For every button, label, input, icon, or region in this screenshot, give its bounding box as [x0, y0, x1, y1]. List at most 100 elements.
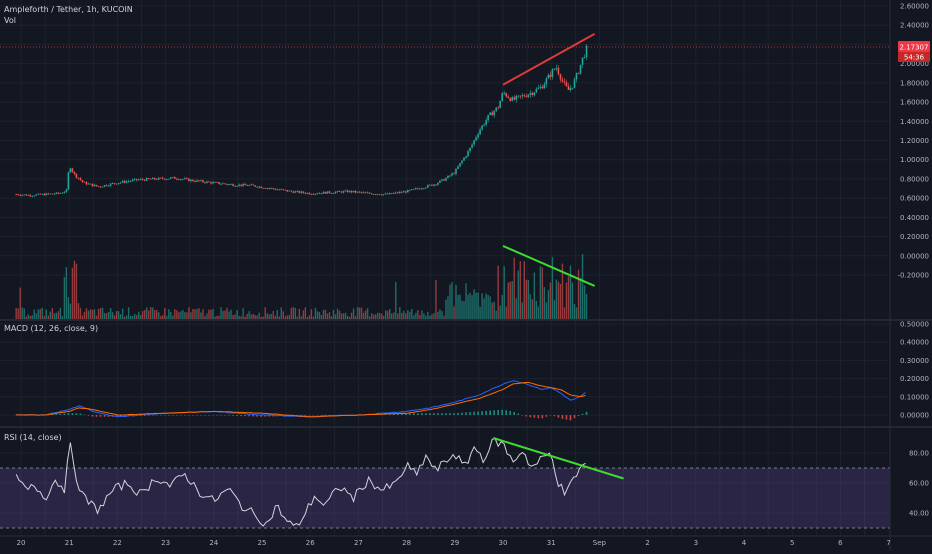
- macd-histogram-bar: [565, 415, 568, 420]
- candle-body: [459, 163, 461, 167]
- candle-body: [308, 192, 311, 195]
- candle-body: [192, 179, 194, 182]
- macd-histogram-bar: [47, 414, 50, 416]
- countdown-box: [898, 52, 930, 63]
- candle-body: [557, 67, 560, 75]
- candle-body: [200, 180, 202, 182]
- symbol-legend[interactable]: Ampleforth / Tether, 1h, KUCOIN: [4, 5, 133, 14]
- candle-body: [368, 192, 371, 194]
- candle-body: [159, 177, 162, 179]
- macd-histogram-bar: [204, 415, 206, 416]
- candle-body: [388, 193, 391, 195]
- candle-body: [234, 185, 236, 187]
- candle-body: [356, 191, 359, 193]
- volume-bar: [451, 282, 453, 319]
- volume-bar: [505, 306, 507, 319]
- volume-bar: [350, 312, 353, 319]
- candle-body: [384, 193, 387, 195]
- volume-bar: [212, 309, 214, 319]
- rsi-band: [0, 467, 890, 529]
- volume-bar: [19, 287, 21, 319]
- volume-bar: [294, 307, 297, 319]
- volume-bar: [336, 308, 339, 319]
- volume-bar: [174, 309, 176, 319]
- candle-body: [296, 191, 299, 192]
- candle-body: [109, 183, 112, 186]
- macd-legend[interactable]: MACD (12, 26, close, 9): [4, 324, 99, 333]
- volume-bar: [515, 298, 517, 319]
- time-axis[interactable]: 20 21 22 23 24 25 26 27 28 29 30 31 Sep 2 3 4 5 6 7: [17, 539, 891, 547]
- candle-body: [23, 194, 26, 196]
- volume-bar: [493, 301, 495, 319]
- volume-bar: [585, 294, 588, 319]
- volume-bar: [33, 309, 35, 319]
- volume-bar: [202, 309, 204, 319]
- volume-bar: [216, 315, 218, 319]
- candle-body: [455, 168, 457, 174]
- volume-bar: [378, 312, 381, 319]
- candle-body: [272, 188, 275, 189]
- y-axis-label: 0.40000: [900, 214, 929, 222]
- macd-histogram-bar: [15, 415, 17, 416]
- volume-legend[interactable]: Vol: [4, 16, 16, 25]
- candle-body: [284, 189, 287, 191]
- volume-bar: [252, 313, 254, 319]
- candle-body: [499, 100, 501, 108]
- candle-body: [501, 93, 503, 101]
- candle-body: [256, 186, 258, 188]
- macd-histogram-bar: [513, 412, 516, 415]
- volume-bar: [43, 316, 45, 319]
- macd-histogram-bar: [384, 413, 387, 415]
- volume-bar: [300, 316, 303, 319]
- candle-body: [435, 184, 437, 186]
- volume-bar: [385, 310, 387, 319]
- volume-bar: [262, 316, 264, 319]
- candle-body: [172, 176, 174, 178]
- volume-bar: [162, 315, 164, 319]
- volume-bar: [135, 315, 138, 319]
- volume-bar: [370, 313, 373, 319]
- volume-bar: [278, 316, 280, 319]
- volume-bar: [368, 316, 371, 319]
- volume-bar: [419, 314, 421, 319]
- candle-body: [19, 194, 21, 196]
- volume-bar: [286, 315, 289, 319]
- candle-body: [91, 183, 94, 187]
- candle-body: [168, 178, 170, 180]
- candle-body: [101, 186, 104, 188]
- macd-histogram-bar: [123, 415, 126, 417]
- macd-histogram-bar: [433, 413, 435, 415]
- macd-histogram-bar: [392, 413, 395, 415]
- candle-body: [396, 192, 399, 194]
- macd-histogram-bar: [537, 415, 540, 419]
- x-axis-label: 2: [645, 539, 649, 547]
- macd-histogram-bar: [509, 410, 512, 415]
- candle-body: [250, 184, 252, 186]
- volume-bar: [270, 314, 272, 319]
- macd-histogram-bar: [501, 409, 503, 415]
- candle-body: [71, 168, 74, 172]
- candle-body: [545, 78, 548, 85]
- volume-bar: [497, 265, 499, 319]
- volume-bar: [208, 309, 210, 319]
- volume-bar: [166, 315, 168, 319]
- rsi-legend[interactable]: RSI (14, close): [4, 433, 62, 442]
- candle-body: [336, 190, 339, 192]
- volume-bar: [366, 308, 369, 319]
- candle-body: [81, 180, 84, 182]
- candle-body: [346, 190, 349, 193]
- trendlines[interactable]: [0, 32, 890, 480]
- macd-histogram-bar: [445, 413, 447, 415]
- candle-body: [244, 183, 246, 186]
- candle-body: [270, 188, 273, 189]
- candle-body: [230, 184, 232, 185]
- volume-bar: [250, 314, 252, 319]
- candle-body: [31, 195, 34, 197]
- candle-body: [352, 190, 355, 193]
- volume-bar: [69, 303, 72, 319]
- volume-bar: [146, 307, 148, 319]
- candle-body: [198, 180, 200, 182]
